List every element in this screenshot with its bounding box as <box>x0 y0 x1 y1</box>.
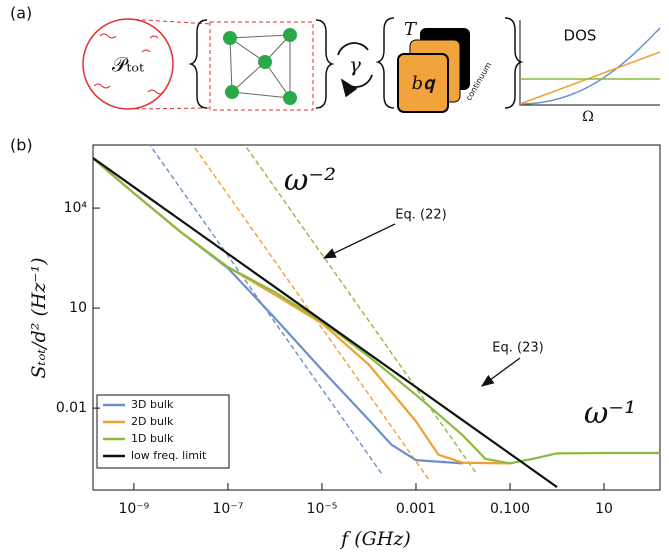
legend-label: low freq. limit <box>131 449 207 462</box>
coupling-label: γ <box>349 53 361 77</box>
temperature-label: T <box>404 19 418 40</box>
x-tick-label: 0.001 <box>396 501 436 517</box>
legend-label: 2D bulk <box>131 415 174 428</box>
x-tick-label: 10 <box>595 501 613 517</box>
y-tick-label: 10⁴ <box>64 200 88 216</box>
y-tick-label: 10 <box>69 300 87 316</box>
polarization-label: 𝒫ₜₒₜ <box>112 53 144 77</box>
annotation: ω⁻² <box>284 163 336 198</box>
dos-axis-label: Ω <box>582 109 594 125</box>
asymptote <box>247 148 478 475</box>
dos-title: DOS <box>564 27 597 45</box>
legend-label: 3D bulk <box>131 398 174 411</box>
legend-label: 1D bulk <box>131 432 174 445</box>
y-tick-label: 0.01 <box>56 400 87 416</box>
x-tick-label: 0.100 <box>490 501 530 517</box>
x-tick-label: 10⁻⁷ <box>213 501 244 517</box>
panel-label: (a) <box>10 4 32 23</box>
mode-label: b𝐪 <box>412 73 437 94</box>
x-tick-label: 10⁻⁵ <box>307 501 338 517</box>
annotation-arrow <box>482 358 520 386</box>
y-axis-label: Sₜₒₜ/d² (Hz⁻¹) <box>28 258 50 379</box>
x-axis-label: f (GHz) <box>339 528 411 550</box>
annotation: ω⁻¹ <box>584 396 636 431</box>
annotation: Eq. (23) <box>492 341 543 356</box>
annotation-arrow <box>324 224 395 258</box>
x-tick-label: 10⁻⁹ <box>118 501 149 517</box>
panel-label: (b) <box>10 136 33 155</box>
page: (a) 𝒫ₜₒₜ γ T b𝐪 continuum DOS Ω (b) f (G… <box>0 0 669 554</box>
annotation: Eq. (22) <box>395 208 446 223</box>
figure: (a) 𝒫ₜₒₜ γ T b𝐪 continuum DOS Ω (b) f (G… <box>0 0 669 554</box>
